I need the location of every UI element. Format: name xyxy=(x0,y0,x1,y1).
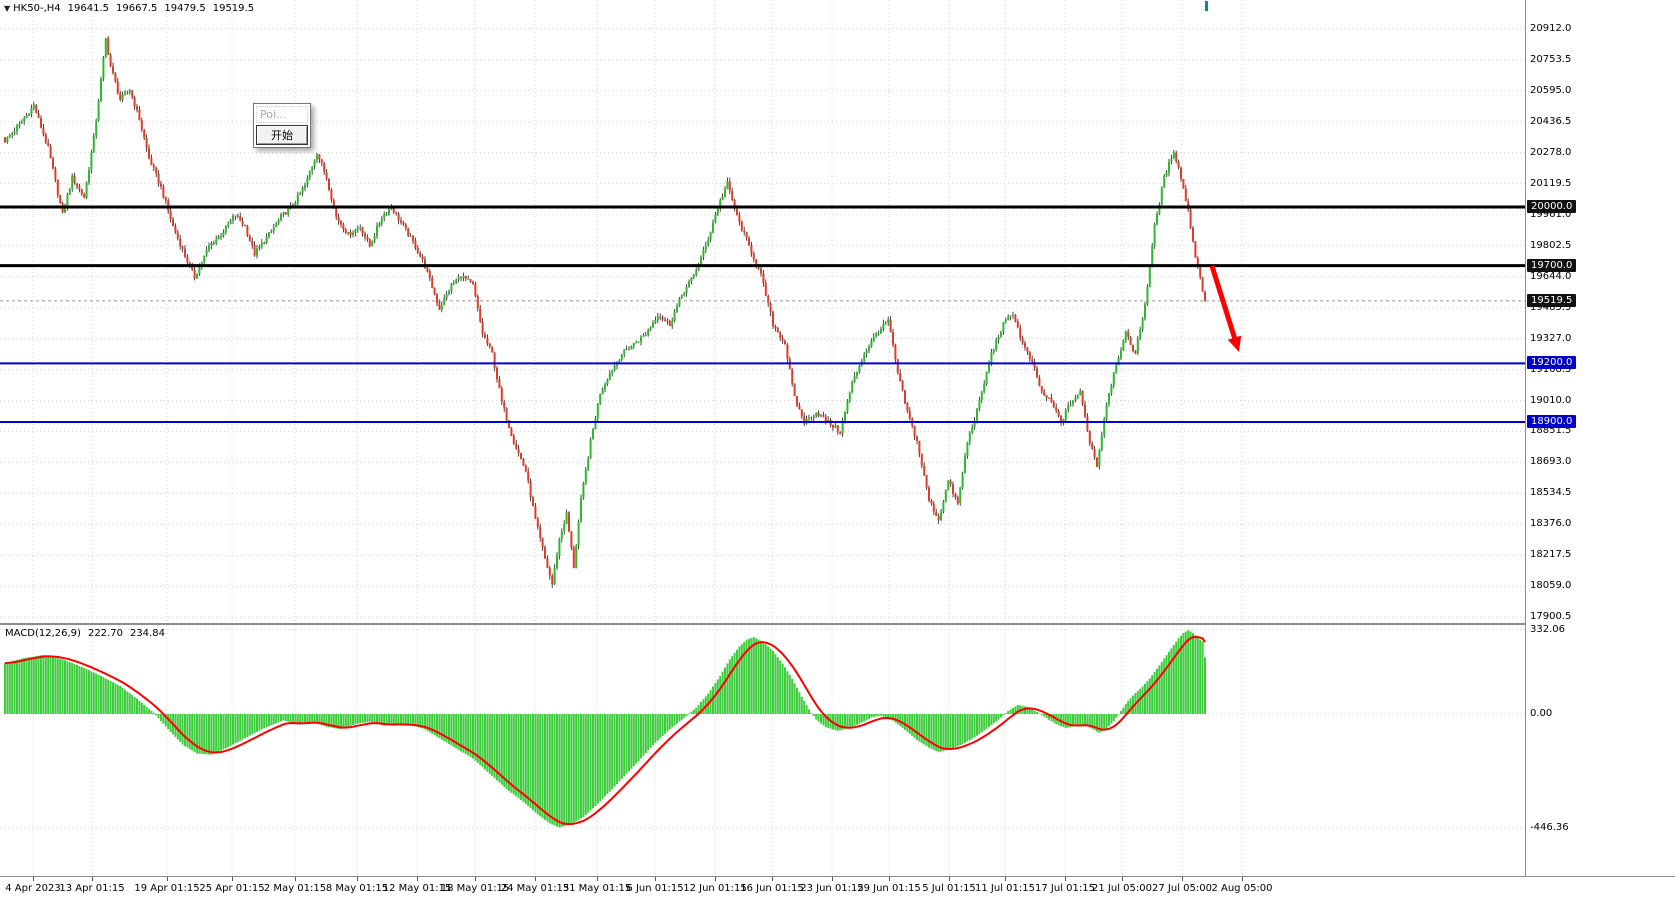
time-axis-tick xyxy=(1122,877,1123,881)
macd-signal-line xyxy=(4,635,1206,826)
price-badge: 19200.0 xyxy=(1527,356,1577,370)
time-axis-label: 5 Jul 01:15 xyxy=(922,883,976,894)
macd-axis-label: 332.06 xyxy=(1530,624,1565,635)
low-value: 19479.5 xyxy=(164,3,206,14)
time-axis-label: 13 Apr 01:15 xyxy=(59,883,125,894)
chart-shift-marker[interactable] xyxy=(1205,1,1208,11)
close-value: 19519.5 xyxy=(212,3,255,14)
price-axis-label: 20912.0 xyxy=(1530,22,1572,34)
time-axis-tick xyxy=(167,877,168,881)
script-dialog: Poi... 开始 xyxy=(253,103,311,148)
time-axis-tick xyxy=(1242,877,1243,881)
price-axis-label: 18059.0 xyxy=(1530,580,1572,592)
time-axis-label: 4 Apr 2023 xyxy=(5,883,61,894)
price-badge: 19700.0 xyxy=(1527,258,1577,272)
time-axis-border xyxy=(0,876,1675,877)
price-axis-label: 18851.5 xyxy=(1530,425,1572,437)
time-axis-label: 24 May 01:15 xyxy=(500,883,570,894)
macd-histogram xyxy=(4,630,1206,828)
price-badge: 20000.0 xyxy=(1527,200,1577,213)
price-axis-label: 19961.0 xyxy=(1530,208,1572,220)
time-axis-label: 11 Jul 01:15 xyxy=(975,883,1035,894)
time-axis-tick xyxy=(535,877,536,881)
time-axis-label: 31 May 01:15 xyxy=(562,883,632,894)
time-axis-label: 18 May 01:15 xyxy=(440,883,510,894)
macd-panel-canvas[interactable] xyxy=(0,625,1525,876)
price-axis-label: 19802.5 xyxy=(1530,239,1572,251)
price-axis[interactable]: 20912.0 20753.5 20595.0 20436.5 20278.0 20119… xyxy=(1526,0,1675,876)
time-axis-tick xyxy=(1065,877,1066,881)
time-axis-label: 12 Jun 01:15 xyxy=(683,883,747,894)
price-axis-label: 20278.0 xyxy=(1530,146,1572,158)
time-axis-label: 19 Apr 01:15 xyxy=(134,883,200,894)
time-axis-tick xyxy=(232,877,233,881)
dialog-title: Poi... xyxy=(256,106,308,123)
time-axis-tick xyxy=(295,877,296,881)
price-axis-label: 20753.5 xyxy=(1530,53,1572,65)
time-axis-tick xyxy=(475,877,476,881)
time-axis-tick xyxy=(655,877,656,881)
macd-axis-label: -446.36 xyxy=(1530,821,1569,833)
price-axis-label: 18693.0 xyxy=(1530,456,1572,468)
time-axis-label: 29 Jun 01:15 xyxy=(857,883,921,894)
grid-layer xyxy=(0,0,1525,623)
main-chart-canvas[interactable] xyxy=(0,0,1525,623)
price-axis-label: 18217.5 xyxy=(1530,549,1572,561)
time-axis-label: 27 Jul 05:00 xyxy=(1152,883,1212,894)
macd-name: MACD(12,26,9) xyxy=(5,628,81,639)
time-axis-tick xyxy=(357,877,358,881)
time-axis-tick xyxy=(417,877,418,881)
price-badge: 19519.5 xyxy=(1527,293,1577,307)
time-axis-tick xyxy=(1005,877,1006,881)
price-axis-label: 18376.0 xyxy=(1530,518,1572,530)
macd-main-value: 222.70 xyxy=(87,628,123,639)
time-axis-label: 2 Aug 05:00 xyxy=(1211,883,1273,894)
price-axis-label: 19644.0 xyxy=(1530,270,1572,282)
time-axis[interactable]: 4 Apr 2023 13 Apr 01:15 19 Apr 01:15 25 Apr… xyxy=(0,877,1675,900)
time-axis-tick xyxy=(92,877,93,881)
time-axis-tick xyxy=(715,877,716,881)
price-axis-label: 20119.5 xyxy=(1530,177,1572,189)
time-axis-tick xyxy=(597,877,598,881)
time-axis-tick xyxy=(889,877,890,881)
symbol-name: HK50-,H4 xyxy=(13,3,61,14)
time-axis-label: 12 May 01:15 xyxy=(382,883,452,894)
start-button[interactable]: 开始 xyxy=(256,125,308,145)
time-axis-label: 17 Jul 01:15 xyxy=(1035,883,1095,894)
time-axis-tick xyxy=(949,877,950,881)
macd-indicator-label: MACD(12,26,9) 222.70 234.84 xyxy=(5,628,165,639)
price-axis-border xyxy=(1525,0,1526,877)
time-axis-label: 25 Apr 01:15 xyxy=(199,883,265,894)
time-axis-label: 6 Jun 01:15 xyxy=(626,883,684,894)
price-axis-label: 18534.5 xyxy=(1530,487,1572,499)
price-axis-label: 19168.5 xyxy=(1530,363,1572,375)
high-value: 19667.5 xyxy=(116,3,158,14)
price-axis-label: 19485.5 xyxy=(1530,301,1572,313)
time-axis-label: 21 Jul 05:00 xyxy=(1092,883,1152,894)
time-axis-label: 23 Jun 01:15 xyxy=(800,883,864,894)
price-axis-label: 19327.0 xyxy=(1530,332,1572,344)
price-axis-label: 17900.5 xyxy=(1530,611,1572,623)
time-axis-label: 16 Jun 01:15 xyxy=(740,883,804,894)
time-axis-tick xyxy=(33,877,34,881)
open-value: 19641.5 xyxy=(67,3,109,14)
time-axis-label: 8 May 01:15 xyxy=(325,883,389,894)
trend-arrow[interactable] xyxy=(1209,265,1242,352)
price-axis-label: 20595.0 xyxy=(1530,84,1572,96)
time-axis-label: 2 May 01:15 xyxy=(263,883,327,894)
symbol-info-bar: ▼ HK50-,H4 19641.5 19667.5 19479.5 19519.5 xyxy=(4,3,254,14)
symbol-dropdown-icon[interactable]: ▼ xyxy=(4,4,11,13)
time-axis-tick xyxy=(1182,877,1183,881)
panel-separator[interactable] xyxy=(0,623,1525,625)
price-badge: 18900.0 xyxy=(1527,415,1577,428)
candles-layer xyxy=(4,36,1206,588)
price-axis-label: 19010.0 xyxy=(1530,394,1572,406)
time-axis-tick xyxy=(772,877,773,881)
time-axis-tick xyxy=(832,877,833,881)
macd-signal-value: 234.84 xyxy=(129,628,165,639)
price-axis-label: 20436.5 xyxy=(1530,115,1572,127)
macd-axis-label: 0.00 xyxy=(1530,708,1553,719)
